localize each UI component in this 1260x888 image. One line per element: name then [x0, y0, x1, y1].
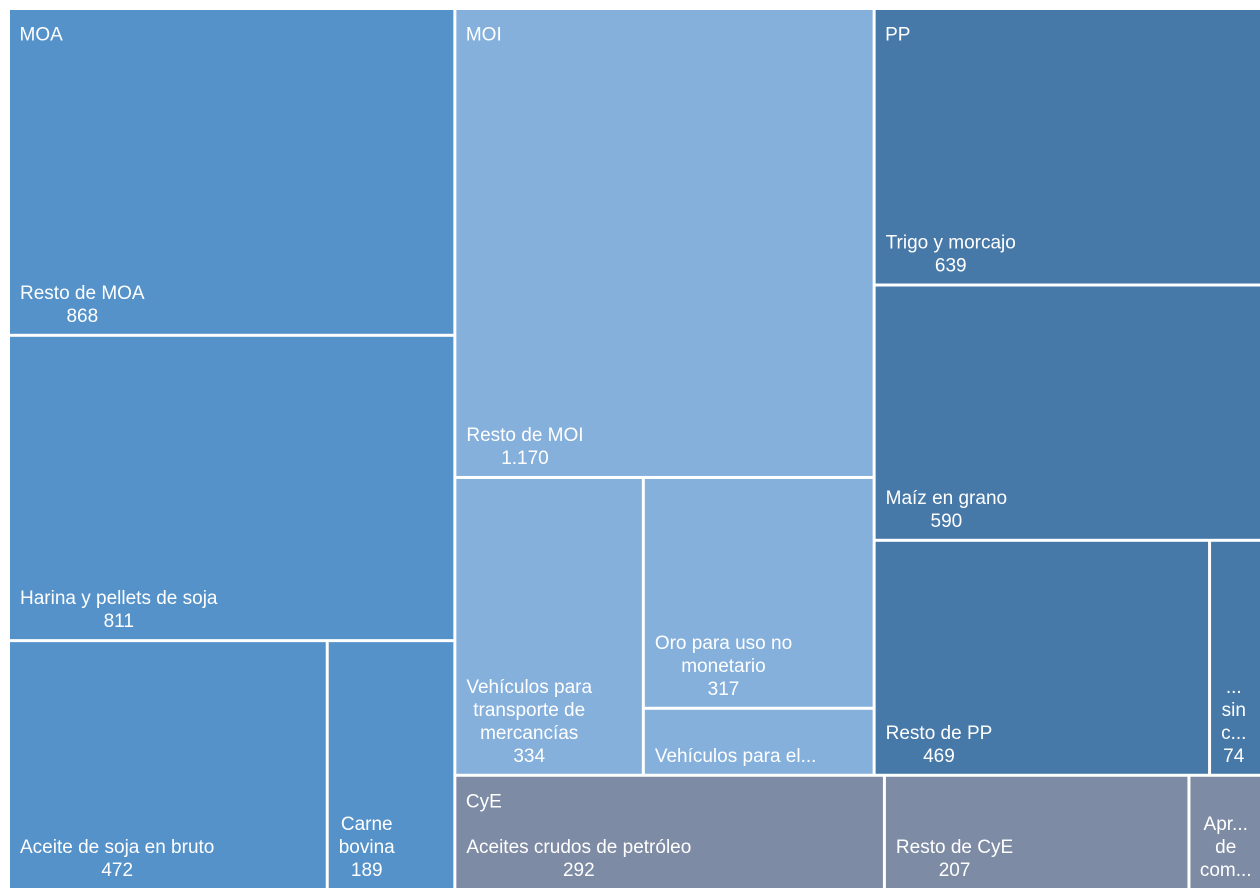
treemap-cell	[456, 776, 883, 888]
cell-value: 590	[931, 511, 963, 532]
cell-label-line: Resto de PP	[886, 723, 993, 744]
cell-value: 639	[935, 256, 967, 277]
cell-label: Resto de CyE	[896, 837, 1013, 858]
cell-label: Resto de PP	[886, 723, 993, 744]
treemap-cell	[456, 478, 642, 774]
cell-label: Oro para uso no monetario	[655, 633, 792, 677]
cell-label-line: Apr...	[1204, 814, 1248, 835]
cell-label-line: monetario	[681, 656, 766, 677]
group-label: CyE	[466, 791, 502, 812]
cell-label: Apr... de com...	[1200, 814, 1252, 881]
cell-value: 1.170	[501, 448, 549, 469]
cell-value: 317	[708, 679, 740, 700]
treemap-cell	[10, 10, 454, 334]
cell-value: 189	[351, 860, 383, 881]
cell-label-line: bovina	[339, 837, 395, 858]
cell-label: Vehículos para transporte de mercancías	[466, 677, 592, 744]
cell-label-line: Aceite de soja en bruto	[20, 837, 214, 858]
treemap-cell	[328, 642, 454, 888]
cell-label: Aceite de soja en bruto	[20, 837, 214, 858]
cell-label-line: Trigo y morcajo	[886, 233, 1016, 254]
group-label: PP	[885, 25, 910, 46]
treemap-cell	[1211, 541, 1260, 774]
cell-label-line: de	[1215, 837, 1236, 858]
group-label: MOI	[466, 25, 502, 46]
cell-label-line: Oro para uso no	[655, 633, 792, 654]
cell-label-line: Vehículos para el...	[655, 746, 817, 767]
group-label: MOA	[20, 25, 64, 46]
cell-label: Aceites crudos de petróleo	[466, 837, 691, 858]
treemap-cell	[644, 709, 873, 774]
cell-label: Resto de MOI	[466, 425, 583, 446]
cell-value: 74	[1223, 746, 1245, 767]
cell-label: Harina y pellets de soja	[20, 588, 218, 609]
cell-label-line: Vehículos para	[466, 677, 592, 698]
cell-label: Trigo y morcajo	[886, 233, 1016, 254]
cell-label-line: transporte de	[473, 700, 585, 721]
cell-value: 334	[513, 746, 545, 767]
cell-label-line: Maíz en grano	[886, 488, 1007, 509]
treemap-cell	[10, 642, 326, 888]
cell-label-line: ...	[1226, 677, 1242, 698]
cell-label-line: com...	[1200, 860, 1252, 881]
cell-value: 469	[923, 746, 955, 767]
cell-label-line: Harina y pellets de soja	[20, 588, 218, 609]
cell-label-line: Aceites crudos de petróleo	[466, 837, 691, 858]
cell-value: 868	[66, 306, 98, 327]
cell-label: Vehículos para el...	[655, 746, 817, 767]
treemap-cell	[1190, 776, 1260, 888]
treemap-cell	[875, 286, 1260, 539]
cell-value: 472	[101, 860, 133, 881]
cell-label: Maíz en grano	[886, 488, 1007, 509]
cell-value: 292	[563, 860, 595, 881]
treemap-cell	[644, 478, 873, 707]
treemap-cell	[456, 10, 873, 476]
cell-label-line: sin	[1222, 700, 1246, 721]
cell-label-line: mercancías	[480, 723, 578, 744]
cell-value: 811	[104, 611, 134, 632]
cell-label-line: Carne	[341, 814, 393, 835]
treemap-cell	[875, 541, 1209, 774]
cell-value: 207	[939, 860, 971, 881]
treemap-cell	[875, 10, 1260, 284]
treemap-cell	[885, 776, 1188, 888]
cell-label-line: c...	[1221, 723, 1246, 744]
cell-label: Carne bovina	[339, 814, 395, 858]
cell-label-line: Resto de CyE	[896, 837, 1013, 858]
cell-label: ... sin c...	[1221, 677, 1246, 744]
cell-label-line: Resto de MOA	[20, 283, 145, 304]
cell-label: Resto de MOA	[20, 283, 145, 304]
cell-label-line: Resto de MOI	[466, 425, 583, 446]
treemap-cell	[10, 336, 454, 640]
